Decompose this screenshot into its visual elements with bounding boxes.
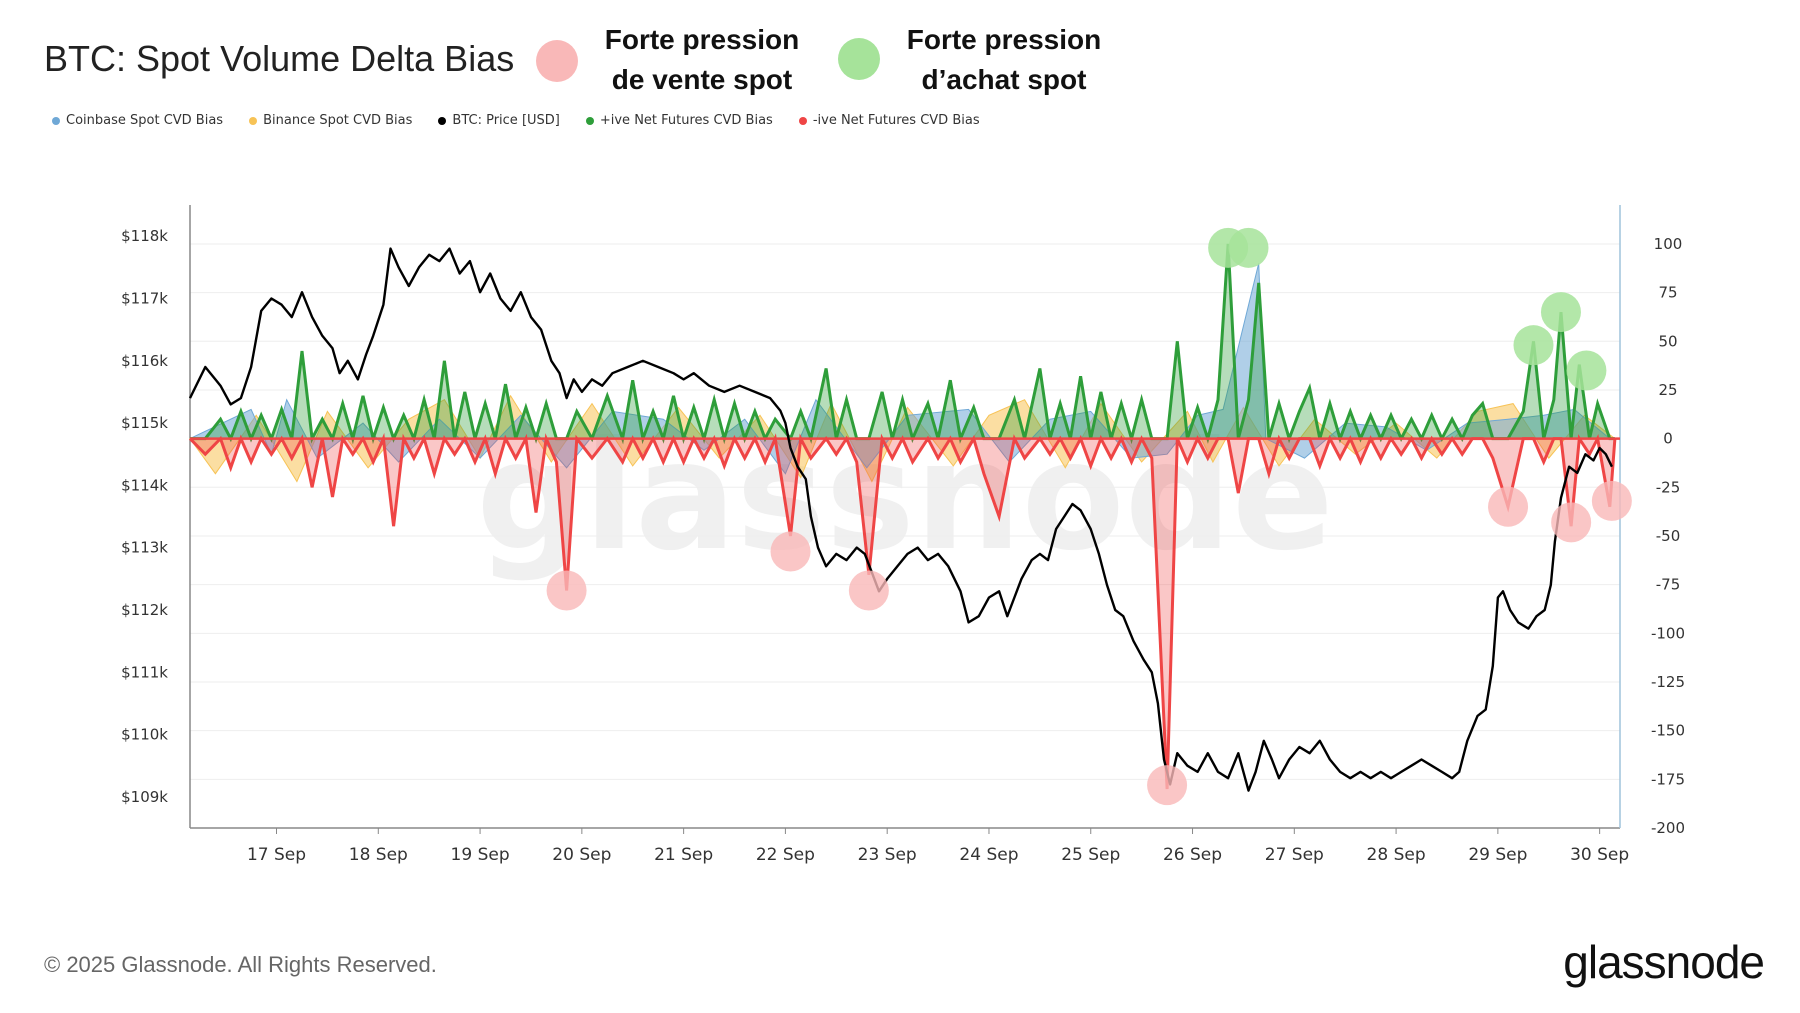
sell-pressure-marker [848,570,889,611]
x-tick-label: 24 Sep [959,845,1018,865]
legend: Coinbase Spot CVD Bias Binance Spot CVD B… [52,113,980,128]
negative-futures-cvd-line [188,432,1617,790]
x-tick-label: 29 Sep [1468,845,1527,865]
y-right-tick-label: -25 [1656,478,1681,496]
legend-dot-icon [52,116,60,125]
y-right-tick-label: 50 [1658,332,1677,350]
y-left-tick-label: $117k [121,289,168,307]
sell-pressure-marker [770,531,811,572]
x-tick-label: 27 Sep [1265,845,1324,865]
x-tick-label: 25 Sep [1061,845,1120,865]
y-left-tick-label: $112k [121,601,168,619]
legend-dot-icon [249,116,258,125]
x-tick-label: 20 Sep [552,845,611,865]
sell-pressure-marker [1591,480,1632,521]
legend-item[interactable]: -ive Net Futures CVD Bias [798,113,980,128]
legend-label: +ive Net Futures CVD Bias [599,113,773,128]
y-right-tick-label: -125 [1651,673,1685,691]
y-right-tick-label: -150 [1651,722,1685,740]
buy-annotation-line1: Forte pression [906,24,1102,55]
copyright-footer: © 2025 Glassnode. All Rights Reserved. [44,952,437,977]
buy-pressure-marker [1228,227,1269,268]
x-tick-label: 22 Sep [756,845,815,865]
buy-annotation-line2: d’achat spot [921,64,1087,95]
y-right-tick-label: -75 [1656,576,1681,594]
y-right-tick-label: 25 [1658,381,1677,399]
y-right-tick-label: -200 [1651,819,1685,837]
y-right-tick-label: 75 [1658,284,1677,302]
y-left-tick-label: $115k [121,414,168,432]
legend-dot-icon [798,116,807,125]
legend-label: Binance Spot CVD Bias [263,113,413,128]
glassnode-logo: glassnode [1563,936,1765,988]
y-left-tick-label: $118k [121,227,168,245]
btc-price-line [188,247,1613,792]
y-left-tick-label: $113k [121,539,168,557]
y-left-tick-label: $109k [121,788,168,806]
sell-pressure-marker [1147,765,1188,806]
x-tick-label: 18 Sep [349,845,408,865]
buy-pressure-marker [1513,325,1554,366]
legend-item[interactable]: Binance Spot CVD Bias [249,113,412,128]
x-tick-label: 17 Sep [247,845,306,865]
buy-pressure-swatch [838,38,880,80]
y-right-tick-label: 0 [1663,430,1673,448]
sell-pressure-annotation: Forte pression de vente spot [582,20,822,100]
legend-label: -ive Net Futures CVD Bias [812,113,980,128]
x-tick-label: 28 Sep [1367,845,1426,865]
buy-pressure-annotation: Forte pression d’achat spot [884,20,1124,100]
y-right-tick-label: -175 [1651,770,1685,788]
legend-dot-icon [438,116,447,125]
legend-item[interactable]: +ive Net Futures CVD Bias [585,113,773,128]
y-left-tick-label: $110k [121,726,168,744]
legend-dot-icon [585,116,594,125]
buy-pressure-marker [1540,292,1581,333]
negative-futures-cvd-area [190,438,1615,790]
positive-futures-cvd-line [190,243,1615,445]
legend-item[interactable]: BTC: Price [USD] [438,113,560,128]
sell-annotation-line1: Forte pression [604,24,800,55]
y-right-tick-label: -100 [1651,624,1685,642]
sell-pressure-marker [1488,486,1529,527]
sell-annotation-line2: de vente spot [611,64,793,95]
buy-pressure-marker [1566,350,1607,391]
x-tick-label: 30 Sep [1570,845,1629,865]
legend-label: Coinbase Spot CVD Bias [66,113,224,128]
legend-item[interactable]: Coinbase Spot CVD Bias [52,113,223,128]
y-left-tick-label: $114k [121,476,168,494]
x-tick-label: 21 Sep [654,845,713,865]
sell-pressure-marker [546,570,587,611]
y-right-tick-label: 100 [1654,235,1683,253]
y-right-tick-label: -50 [1656,527,1681,545]
y-left-tick-label: $116k [121,352,168,370]
x-tick-label: 26 Sep [1163,845,1222,865]
x-tick-label: 23 Sep [858,845,917,865]
sell-pressure-marker [1551,502,1592,543]
y-left-tick-label: $111k [121,663,168,681]
sell-pressure-swatch [536,40,578,82]
legend-label: BTC: Price [USD] [452,113,560,128]
chart-title: BTC: Spot Volume Delta Bias [44,38,515,79]
x-tick-label: 19 Sep [451,845,510,865]
